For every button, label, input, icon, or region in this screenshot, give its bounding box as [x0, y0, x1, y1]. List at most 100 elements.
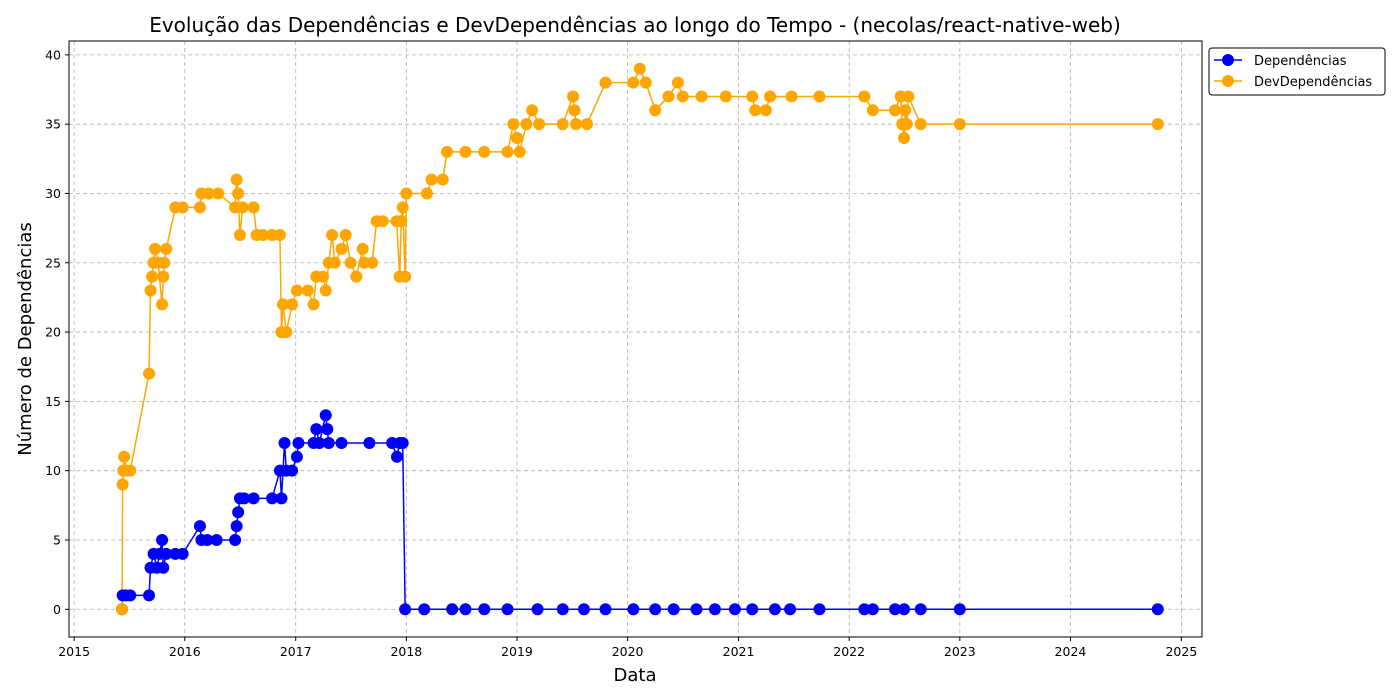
series-points: [116, 62, 1164, 616]
data-point-devdependencias: [813, 90, 826, 103]
grid: [69, 41, 1202, 637]
data-point-devdependencias: [478, 145, 491, 158]
legend-marker-dependencias: [1222, 54, 1234, 66]
data-point-devdependencias: [914, 118, 927, 131]
data-point-devdependencias: [344, 256, 357, 269]
data-point-devdependencias: [149, 242, 162, 255]
legend: Dependências DevDependências: [1208, 47, 1386, 96]
data-point-devdependencias: [116, 478, 129, 491]
x-tick-label: 2020: [612, 644, 644, 659]
data-point-dependencias: [247, 492, 260, 505]
data-point-devdependencias: [764, 90, 777, 103]
data-point-dependencias: [335, 436, 348, 449]
data-point-devdependencias: [898, 132, 911, 145]
data-point-devdependencias: [395, 215, 408, 228]
data-point-devdependencias: [230, 173, 243, 186]
data-point-devdependencias: [160, 242, 173, 255]
data-point-devdependencias: [247, 201, 260, 214]
data-point-devdependencias: [366, 256, 379, 269]
data-point-devdependencias: [339, 229, 352, 242]
series-markers-dependencias: [116, 409, 1164, 616]
y-tick-label: 30: [45, 186, 61, 201]
data-point-devdependencias: [719, 90, 732, 103]
data-point-dependencias: [914, 603, 927, 616]
y-tick-label: 25: [45, 255, 61, 270]
data-point-devdependencias: [425, 173, 438, 186]
data-point-dependencias: [313, 436, 326, 449]
data-point-devdependencias: [785, 90, 798, 103]
x-tick-label: 2021: [723, 644, 755, 659]
data-point-dependencias: [898, 603, 911, 616]
x-tick-label: 2018: [390, 644, 422, 659]
data-point-devdependencias: [376, 215, 389, 228]
data-point-dependencias: [160, 547, 173, 560]
series-lines: [121, 67, 1158, 611]
data-point-devdependencias: [328, 256, 341, 269]
data-point-devdependencias: [273, 229, 286, 242]
data-point-dependencias: [363, 436, 376, 449]
series-markers-devdependencias: [116, 62, 1164, 616]
data-point-devdependencias: [144, 284, 157, 297]
y-tick-label: 35: [45, 117, 61, 132]
data-point-devdependencias: [567, 90, 580, 103]
data-point-devdependencias: [350, 270, 363, 283]
data-point-devdependencias: [319, 284, 332, 297]
data-point-devdependencias: [146, 270, 159, 283]
data-point-devdependencias: [193, 201, 206, 214]
x-tick-label: 2016: [169, 644, 201, 659]
data-point-dependencias: [157, 561, 170, 574]
data-point-dependencias: [321, 423, 334, 436]
data-point-devdependencias: [396, 201, 409, 214]
data-point-devdependencias: [507, 118, 520, 131]
data-point-devdependencias: [526, 104, 539, 117]
data-point-dependencias: [858, 603, 871, 616]
data-point-devdependencias: [317, 270, 329, 283]
data-point-dependencias: [322, 436, 335, 449]
data-point-devdependencias: [202, 187, 215, 200]
data-point-devdependencias: [356, 242, 369, 255]
data-point-devdependencias: [158, 256, 171, 269]
data-point-devdependencias: [568, 104, 581, 117]
x-tick-label: 2017: [280, 644, 312, 659]
data-point-devdependencias: [301, 284, 314, 297]
data-point-devdependencias: [290, 284, 303, 297]
data-point-dependencias: [708, 603, 721, 616]
data-point-dependencias: [888, 603, 901, 616]
y-tick-label: 0: [53, 602, 61, 617]
data-point-devdependencias: [858, 90, 871, 103]
data-point-devdependencias: [256, 229, 269, 242]
x-axis-label: Data: [614, 665, 657, 686]
data-point-devdependencias: [649, 104, 662, 117]
data-point-devdependencias: [1151, 118, 1164, 131]
data-point-devdependencias: [156, 298, 169, 311]
data-point-dependencias: [399, 603, 412, 616]
data-point-devdependencias: [436, 173, 449, 186]
data-point-dependencias: [193, 520, 206, 533]
data-point-devdependencias: [676, 90, 689, 103]
data-point-devdependencias: [866, 104, 879, 117]
data-point-devdependencias: [501, 145, 514, 158]
data-point-dependencias: [310, 423, 323, 436]
data-point-devdependencias: [440, 145, 453, 158]
data-point-devdependencias: [581, 118, 593, 131]
data-point-devdependencias: [232, 187, 245, 200]
data-point-dependencias: [290, 450, 303, 463]
y-tick-label: 5: [53, 532, 61, 547]
data-point-devdependencias: [459, 145, 472, 158]
data-point-devdependencias: [533, 118, 546, 131]
x-tick-label: 2022: [833, 644, 865, 659]
data-point-dependencias: [953, 603, 966, 616]
series-line-devdependencias: [121, 67, 1158, 610]
data-point-devdependencias: [157, 270, 170, 283]
data-point-dependencias: [418, 603, 431, 616]
data-point-devdependencias: [236, 201, 249, 214]
data-point-devdependencias: [212, 187, 225, 200]
data-point-devdependencias: [307, 298, 320, 311]
data-point-devdependencias: [633, 62, 646, 75]
data-point-dependencias: [768, 603, 781, 616]
data-point-devdependencias: [513, 145, 526, 158]
data-point-devdependencias: [335, 242, 348, 255]
data-point-dependencias: [1151, 603, 1164, 616]
data-point-devdependencias: [556, 118, 569, 131]
